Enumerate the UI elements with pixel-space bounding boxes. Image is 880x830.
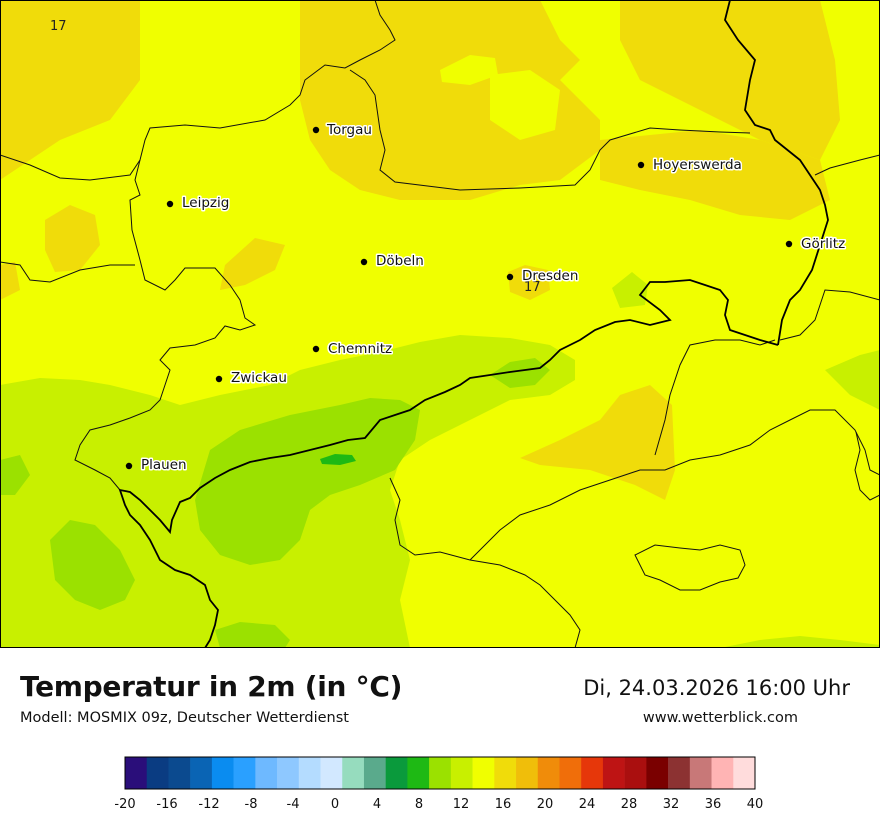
city-label: Zwickau bbox=[231, 370, 287, 386]
city-label: Plauen bbox=[141, 457, 187, 473]
model-source: Modell: MOSMIX 09z, Deutscher Wetterdien… bbox=[20, 710, 349, 726]
city-torgau: Torgau bbox=[312, 121, 373, 140]
legend-tick-label: -8 bbox=[245, 797, 258, 812]
legend-swatch bbox=[385, 757, 408, 789]
city-dot bbox=[785, 240, 793, 248]
legend-swatch bbox=[711, 757, 734, 789]
green-patch bbox=[320, 454, 356, 465]
legend-swatch bbox=[255, 757, 278, 789]
legend-tick-label: 20 bbox=[537, 797, 554, 812]
legend-swatch bbox=[472, 757, 495, 789]
legend-tick-label: 4 bbox=[373, 797, 381, 812]
city-label: Döbeln bbox=[376, 253, 424, 269]
city-label: Dresden bbox=[522, 268, 578, 284]
cold-zones bbox=[0, 358, 550, 648]
legend-swatch bbox=[689, 757, 712, 789]
warm-zones bbox=[0, 0, 840, 500]
city-dot bbox=[125, 462, 133, 470]
legend-tick-label: 40 bbox=[747, 797, 764, 812]
city-zwickau: Zwickau bbox=[215, 369, 288, 388]
website-link[interactable]: www.wetterblick.com bbox=[642, 710, 798, 726]
legend-tick-label: 32 bbox=[663, 797, 680, 812]
city-hoyerswerda: Hoyerswerda bbox=[637, 156, 743, 175]
city-label: Torgau bbox=[326, 122, 372, 138]
legend-swatches bbox=[125, 757, 756, 789]
legend-tick-label: 16 bbox=[495, 797, 512, 812]
contour-label: 17 bbox=[50, 19, 67, 34]
contour-label: 17 bbox=[524, 280, 541, 295]
city-dot bbox=[312, 126, 320, 134]
legend-swatch bbox=[646, 757, 669, 789]
legend-frame bbox=[124, 756, 756, 790]
legend-swatch bbox=[668, 757, 691, 789]
city-leipzig: Leipzig bbox=[166, 194, 231, 213]
legend-tick-label: -20 bbox=[114, 797, 135, 812]
legend-swatch bbox=[190, 757, 213, 789]
legend-tick-label: 12 bbox=[453, 797, 470, 812]
legend-swatch bbox=[211, 757, 234, 789]
legend-tick-label: 36 bbox=[705, 797, 722, 812]
temperature-map: 17 17 Torgau Hoyerswerda Leipzig Görlitz… bbox=[0, 0, 880, 648]
city-dot bbox=[215, 375, 223, 383]
legend-swatch bbox=[559, 757, 582, 789]
city-dot bbox=[360, 258, 368, 266]
city-dot bbox=[506, 273, 514, 281]
legend-swatch bbox=[429, 757, 452, 789]
light-patch bbox=[440, 55, 498, 85]
legend-swatch bbox=[624, 757, 647, 789]
city-dresden: Dresden bbox=[506, 267, 580, 286]
city-label: Hoyerswerda bbox=[653, 157, 742, 173]
light-patch bbox=[490, 70, 560, 140]
legend-swatch bbox=[733, 757, 756, 789]
forecast-datetime: Di, 24.03.2026 16:00 Uhr bbox=[583, 676, 850, 700]
legend-swatch bbox=[146, 757, 169, 789]
city-dot bbox=[166, 200, 174, 208]
legend-swatch bbox=[363, 757, 386, 789]
legend-swatch bbox=[233, 757, 256, 789]
legend-swatch bbox=[602, 757, 625, 789]
legend-tick-label: -16 bbox=[156, 797, 177, 812]
legend-swatch bbox=[320, 757, 343, 789]
legend-swatch bbox=[342, 757, 365, 789]
city-goerlitz: Görlitz bbox=[785, 235, 847, 254]
legend-tick-label: 8 bbox=[415, 797, 423, 812]
legend-tick-label: 28 bbox=[621, 797, 638, 812]
legend-swatch bbox=[168, 757, 191, 789]
city-label: Chemnitz bbox=[328, 341, 392, 357]
legend-tick-label: -4 bbox=[287, 797, 300, 812]
city-plauen: Plauen bbox=[125, 456, 188, 475]
legend-swatch bbox=[516, 757, 539, 789]
legend-swatch bbox=[298, 757, 321, 789]
legend-swatch bbox=[537, 757, 560, 789]
legend-ticks: -20 -16 -12 -8 -4 0 4 8 12 16 20 24 28 32 36 40 bbox=[114, 797, 763, 812]
city-label: Görlitz bbox=[801, 236, 845, 252]
legend-swatch bbox=[125, 757, 148, 789]
legend-swatch bbox=[407, 757, 430, 789]
legend-tick-label: 24 bbox=[579, 797, 596, 812]
city-dot bbox=[637, 161, 645, 169]
legend-tick-label: -12 bbox=[198, 797, 219, 812]
color-legend: -20 -16 -12 -8 -4 0 4 8 12 16 20 24 28 32 36 40 bbox=[114, 756, 763, 812]
city-markers: Torgau Hoyerswerda Leipzig Görlitz Döbel… bbox=[125, 121, 847, 475]
city-doebeln: Döbeln bbox=[360, 252, 425, 271]
legend-swatch bbox=[450, 757, 473, 789]
national-border bbox=[118, 0, 829, 648]
city-dot bbox=[312, 345, 320, 353]
map-title: Temperatur in 2m (in °C) bbox=[20, 670, 403, 703]
legend-swatch bbox=[494, 757, 517, 789]
city-chemnitz: Chemnitz bbox=[312, 340, 394, 359]
legend-swatch bbox=[277, 757, 300, 789]
legend-tick-label: 0 bbox=[331, 797, 339, 812]
borders bbox=[0, 0, 880, 648]
legend-swatch bbox=[581, 757, 604, 789]
city-label: Leipzig bbox=[182, 195, 229, 211]
